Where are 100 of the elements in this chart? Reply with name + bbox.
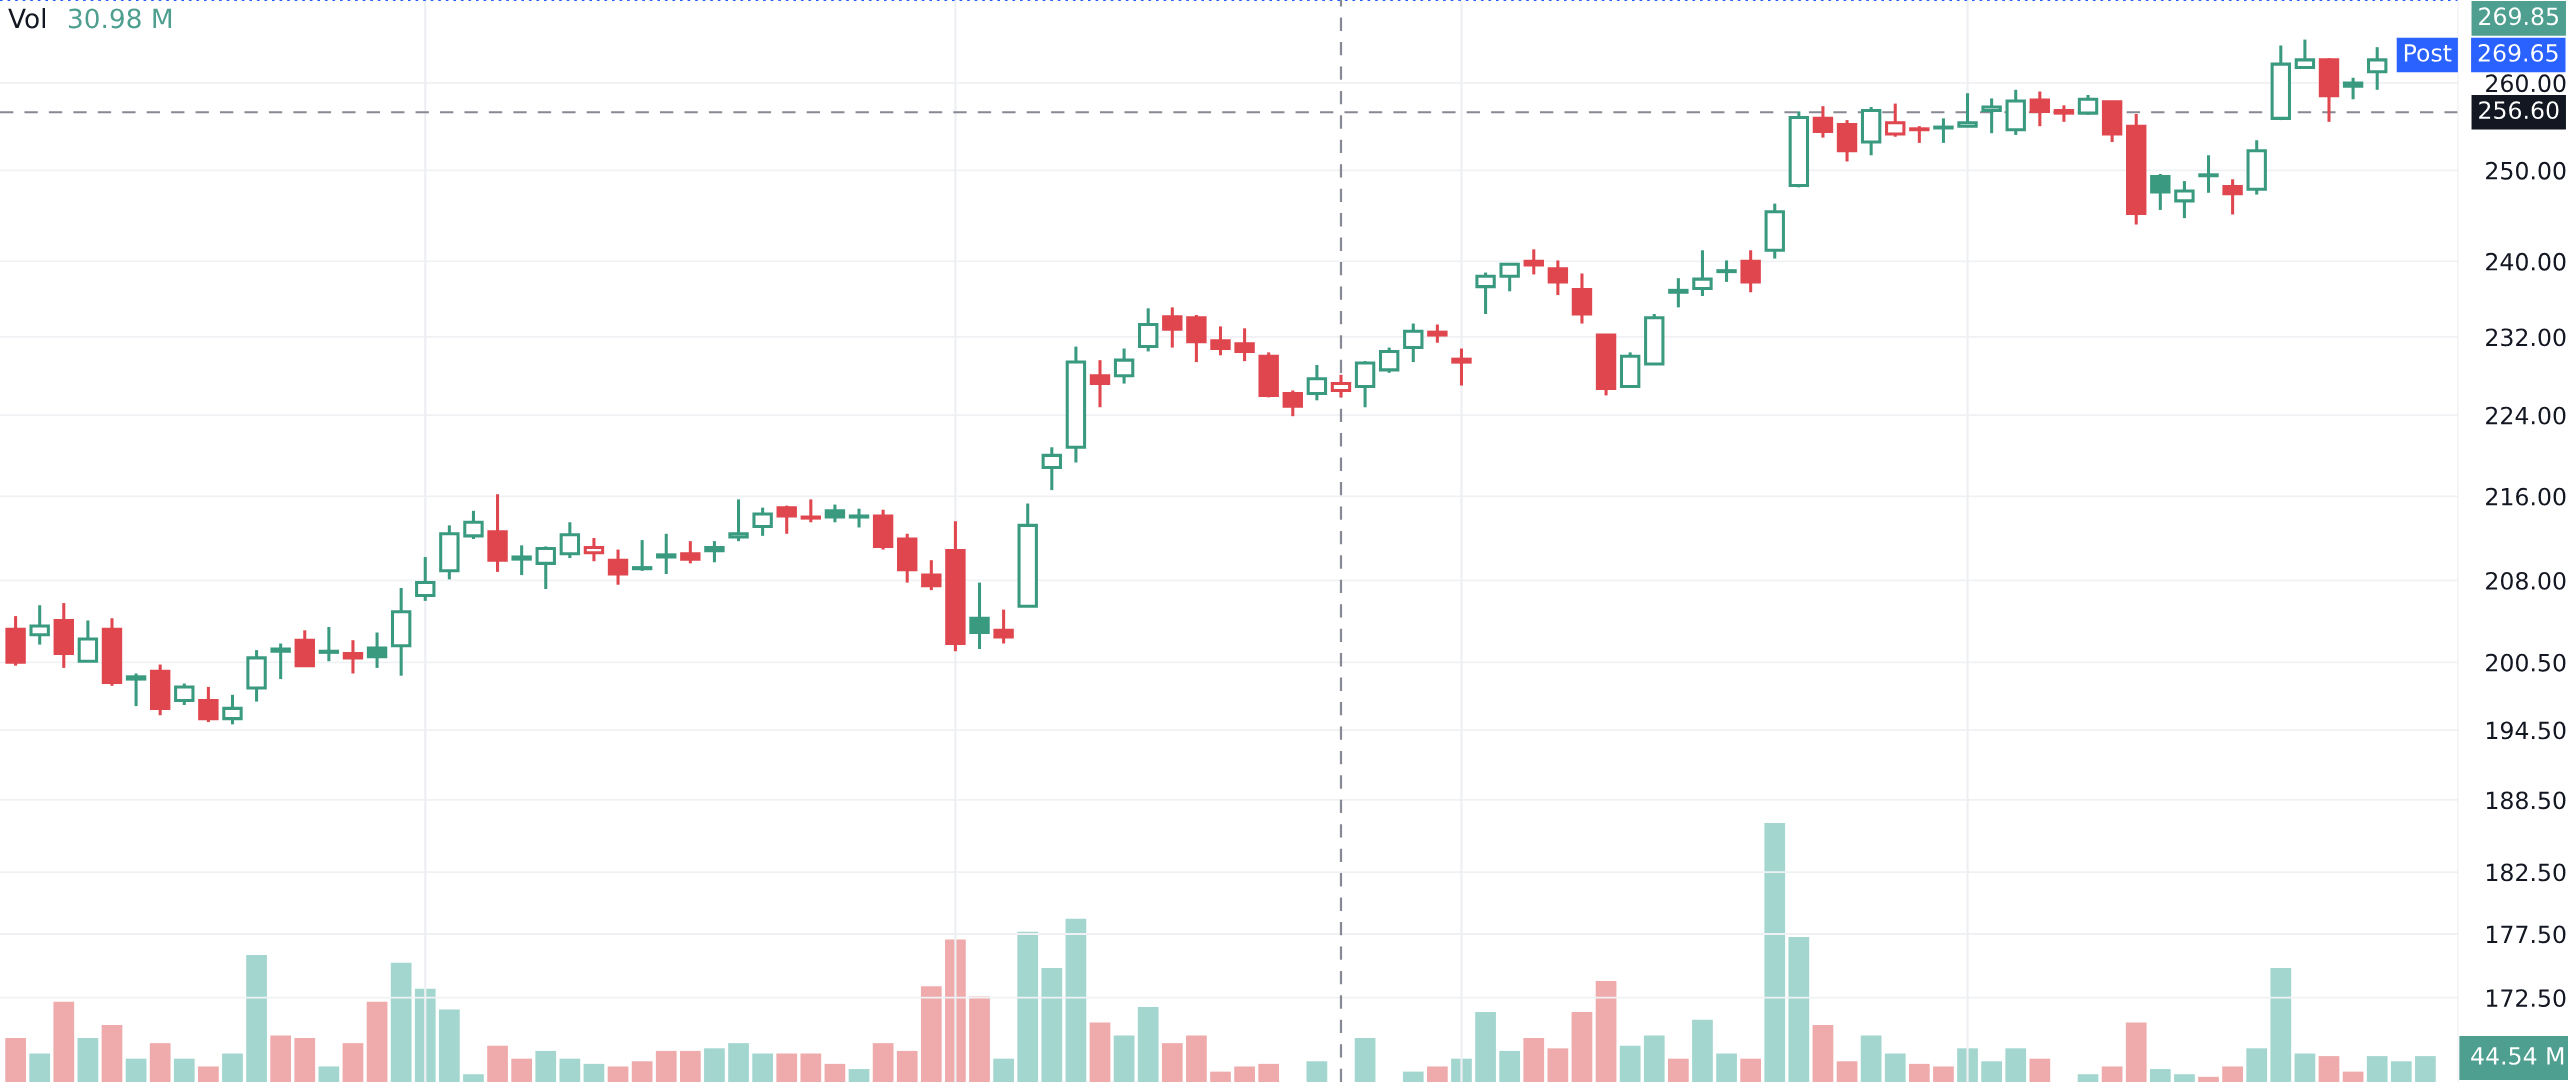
- bar: [2270, 968, 2292, 1082]
- bar: [1764, 823, 1786, 1082]
- bar: [342, 1043, 364, 1082]
- candlestick: [1812, 106, 1834, 138]
- text: 269.65: [2478, 43, 2558, 62]
- bar: [2077, 1074, 2099, 1082]
- candlestick: [607, 549, 629, 585]
- candlestick: [270, 643, 291, 681]
- bar: [1860, 1035, 1882, 1082]
- candlestick: [1137, 308, 1159, 352]
- bar: [463, 1074, 484, 1082]
- candlestick: [1981, 98, 2002, 135]
- bar: [222, 1053, 243, 1082]
- y-tick-label: 188.50: [2486, 791, 2566, 810]
- y-tick-label: 208.00: [2486, 571, 2566, 590]
- candlestick: [463, 509, 484, 540]
- candlestick: [1451, 348, 1472, 386]
- candlestick: [1306, 365, 1328, 401]
- bar: [1812, 1025, 1834, 1082]
- bar: [1643, 1035, 1665, 1082]
- bar: [920, 986, 942, 1082]
- bar: [29, 1053, 51, 1082]
- bar: [2246, 1048, 2268, 1082]
- bar: [1065, 918, 1087, 1082]
- candlestick: [29, 605, 50, 645]
- bar: [1427, 1066, 1448, 1082]
- y-tick-label: 194.50: [2486, 721, 2566, 740]
- bar: [1499, 1050, 1521, 1082]
- bar: [848, 1069, 870, 1082]
- candlestick: [680, 541, 701, 564]
- candlestick: [1162, 307, 1183, 348]
- candlestick: [969, 582, 990, 650]
- candlestick: [848, 508, 870, 528]
- candlestick: [728, 499, 749, 543]
- bar: [294, 1037, 316, 1082]
- bar: [101, 1025, 123, 1082]
- candlestick: [222, 693, 243, 725]
- candlestick: [366, 632, 388, 668]
- candlestick: [1499, 262, 1520, 292]
- candlestick: [1089, 360, 1111, 408]
- candlestick: [2294, 39, 2316, 70]
- y-tick-label: 172.50: [2486, 989, 2566, 1008]
- bar: [2222, 1066, 2243, 1082]
- annotation: 30.98 M: [68, 8, 172, 29]
- y-tick-label: 224.00: [2486, 406, 2566, 425]
- candlestick: [993, 609, 1014, 644]
- candlestick: [511, 545, 532, 577]
- bar: [1933, 1066, 1954, 1082]
- candlestick: [415, 556, 436, 601]
- bar: [246, 955, 267, 1082]
- bar: [1716, 1053, 1737, 1082]
- candlestick: [1210, 326, 1231, 356]
- bar: [1113, 1035, 1135, 1082]
- candlestick: [2029, 91, 2051, 128]
- candlestick: [1547, 260, 1569, 297]
- bar: [1017, 931, 1039, 1082]
- bar: [993, 1058, 1014, 1082]
- bar: [1306, 1061, 1328, 1082]
- candlestick: [125, 673, 147, 708]
- bar: [1740, 1058, 1762, 1082]
- candlestick: [1716, 260, 1737, 282]
- bar: [2198, 1076, 2219, 1082]
- candlestick: [2222, 179, 2243, 215]
- y-tick-label: 232.00: [2486, 328, 2566, 347]
- bar: [583, 1063, 605, 1082]
- bar: [511, 1058, 533, 1082]
- bar: [1402, 1071, 1424, 1082]
- bar: [2342, 1071, 2364, 1082]
- bar: [559, 1058, 581, 1082]
- bar: [5, 1037, 26, 1082]
- candlestick: [77, 620, 99, 663]
- candlestick: [1403, 323, 1424, 364]
- candlestick: [1475, 272, 1496, 315]
- bar: [679, 1050, 701, 1082]
- bar: [1908, 1063, 1930, 1082]
- bar: [1571, 1012, 1593, 1082]
- bar: [1137, 1006, 1159, 1082]
- candlestick: [2150, 172, 2171, 210]
- candlestick: [535, 546, 556, 591]
- bar: [1884, 1053, 1906, 1082]
- y-tick-label: 177.50: [2486, 925, 2566, 944]
- y-tick-label: 250.00: [2486, 161, 2566, 180]
- y-tick-label: 240.00: [2486, 252, 2566, 271]
- bar: [1981, 1061, 2002, 1082]
- bar: [2005, 1048, 2027, 1082]
- candlestick: [318, 627, 340, 663]
- candlestick: [1668, 278, 1689, 308]
- candlestick: [1234, 328, 1255, 363]
- candlestick: [921, 560, 942, 592]
- bar: [53, 1001, 75, 1082]
- bar: [487, 1045, 508, 1082]
- bar: [2101, 1066, 2123, 1082]
- bar: [173, 1058, 195, 1082]
- bar: [1547, 1048, 1569, 1082]
- candlestick: [1354, 361, 1376, 408]
- candlestick: [2198, 155, 2219, 193]
- bar: [366, 1001, 388, 1082]
- bar: [270, 1035, 292, 1082]
- candlestick: [559, 522, 581, 560]
- candlestick: [198, 685, 219, 724]
